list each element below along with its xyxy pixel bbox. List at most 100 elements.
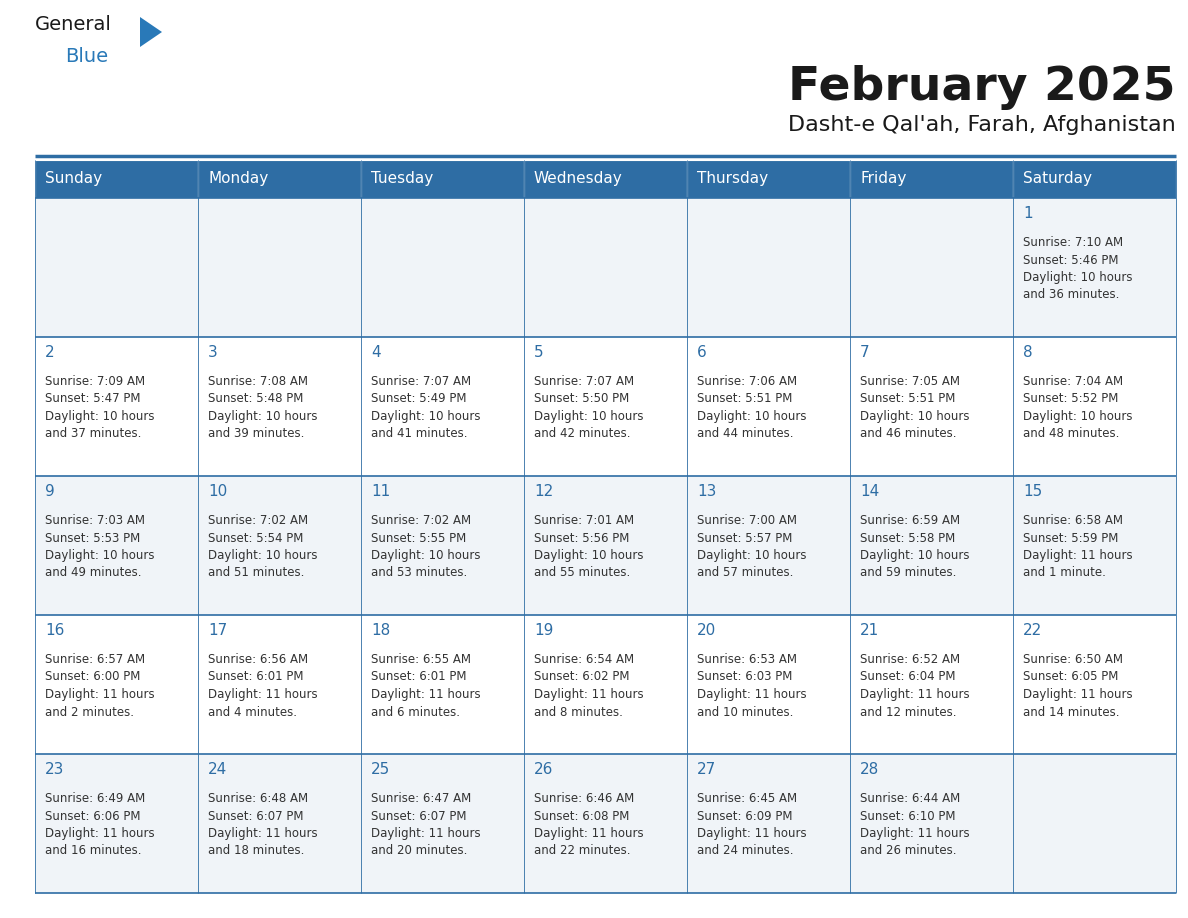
Text: 25: 25 (371, 762, 390, 777)
Bar (849, 476, 1013, 615)
Text: Sunrise: 6:54 AM: Sunrise: 6:54 AM (533, 653, 634, 666)
Text: and 48 minutes.: and 48 minutes. (1023, 428, 1119, 441)
Text: Sunset: 5:51 PM: Sunset: 5:51 PM (697, 393, 792, 406)
Text: and 6 minutes.: and 6 minutes. (371, 706, 460, 719)
Text: 15: 15 (1023, 484, 1042, 499)
Bar (1013, 337, 1176, 476)
Text: 9: 9 (45, 484, 55, 499)
Text: Daylight: 11 hours: Daylight: 11 hours (697, 827, 807, 840)
Bar (198, 337, 361, 476)
Text: Daylight: 11 hours: Daylight: 11 hours (45, 827, 154, 840)
Text: Sunrise: 6:57 AM: Sunrise: 6:57 AM (45, 653, 145, 666)
Text: Monday: Monday (208, 172, 268, 186)
Text: and 53 minutes.: and 53 minutes. (371, 566, 467, 579)
Text: 5: 5 (533, 345, 544, 360)
Text: 14: 14 (860, 484, 879, 499)
Bar (524, 615, 687, 754)
Text: Daylight: 10 hours: Daylight: 10 hours (1023, 410, 1132, 423)
Bar (361, 754, 524, 893)
Text: 24: 24 (208, 762, 227, 777)
Text: Sunset: 5:56 PM: Sunset: 5:56 PM (533, 532, 630, 544)
Text: Daylight: 11 hours: Daylight: 11 hours (1023, 688, 1132, 701)
Text: Daylight: 10 hours: Daylight: 10 hours (45, 410, 154, 423)
Text: Daylight: 10 hours: Daylight: 10 hours (1023, 271, 1132, 284)
Text: Sunrise: 6:49 AM: Sunrise: 6:49 AM (45, 792, 145, 805)
Bar (34, 476, 198, 615)
Text: 1: 1 (1023, 206, 1032, 221)
Bar (361, 160, 524, 198)
Text: and 14 minutes.: and 14 minutes. (1023, 706, 1119, 719)
Bar (34, 337, 198, 476)
Text: Saturday: Saturday (1023, 172, 1092, 186)
Text: Sunset: 6:03 PM: Sunset: 6:03 PM (697, 670, 792, 684)
Text: Sunrise: 6:45 AM: Sunrise: 6:45 AM (697, 792, 797, 805)
Bar (524, 754, 687, 893)
Text: and 10 minutes.: and 10 minutes. (697, 706, 794, 719)
Bar (687, 160, 849, 198)
Text: and 26 minutes.: and 26 minutes. (860, 845, 956, 857)
Text: Daylight: 10 hours: Daylight: 10 hours (533, 549, 644, 562)
Bar (34, 160, 198, 198)
Text: Sunset: 5:55 PM: Sunset: 5:55 PM (371, 532, 466, 544)
Text: Sunrise: 6:52 AM: Sunrise: 6:52 AM (860, 653, 960, 666)
Bar (34, 615, 198, 754)
Bar (1013, 198, 1176, 337)
Text: Sunset: 6:10 PM: Sunset: 6:10 PM (860, 810, 955, 823)
Bar (361, 476, 524, 615)
Text: Daylight: 10 hours: Daylight: 10 hours (860, 410, 969, 423)
Text: Daylight: 11 hours: Daylight: 11 hours (533, 827, 644, 840)
Text: Sunset: 5:49 PM: Sunset: 5:49 PM (371, 393, 467, 406)
Text: and 49 minutes.: and 49 minutes. (45, 566, 141, 579)
Text: Sunrise: 6:58 AM: Sunrise: 6:58 AM (1023, 514, 1123, 527)
Text: Sunrise: 7:10 AM: Sunrise: 7:10 AM (1023, 236, 1123, 249)
Text: Sunset: 5:57 PM: Sunset: 5:57 PM (697, 532, 792, 544)
Text: Sunset: 6:07 PM: Sunset: 6:07 PM (371, 810, 467, 823)
Text: Daylight: 10 hours: Daylight: 10 hours (697, 410, 807, 423)
Text: Sunset: 6:05 PM: Sunset: 6:05 PM (1023, 670, 1118, 684)
Text: Tuesday: Tuesday (371, 172, 434, 186)
Text: Sunrise: 7:07 AM: Sunrise: 7:07 AM (371, 375, 472, 388)
Bar (524, 160, 687, 198)
Text: Sunrise: 7:09 AM: Sunrise: 7:09 AM (45, 375, 145, 388)
Text: Daylight: 10 hours: Daylight: 10 hours (697, 549, 807, 562)
Text: Sunrise: 7:04 AM: Sunrise: 7:04 AM (1023, 375, 1123, 388)
Text: Sunset: 6:06 PM: Sunset: 6:06 PM (45, 810, 140, 823)
Text: 27: 27 (697, 762, 716, 777)
Text: 6: 6 (697, 345, 707, 360)
Text: Sunset: 5:47 PM: Sunset: 5:47 PM (45, 393, 140, 406)
Bar (687, 754, 849, 893)
Text: Sunset: 5:51 PM: Sunset: 5:51 PM (860, 393, 955, 406)
Text: Daylight: 11 hours: Daylight: 11 hours (533, 688, 644, 701)
Bar (687, 476, 849, 615)
Text: 26: 26 (533, 762, 554, 777)
Text: Sunrise: 7:00 AM: Sunrise: 7:00 AM (697, 514, 797, 527)
Text: Sunrise: 7:06 AM: Sunrise: 7:06 AM (697, 375, 797, 388)
Text: General: General (34, 15, 112, 34)
Text: and 2 minutes.: and 2 minutes. (45, 706, 134, 719)
Text: 12: 12 (533, 484, 554, 499)
Text: Sunset: 6:00 PM: Sunset: 6:00 PM (45, 670, 140, 684)
Text: and 24 minutes.: and 24 minutes. (697, 845, 794, 857)
Bar (1013, 160, 1176, 198)
Text: Daylight: 11 hours: Daylight: 11 hours (208, 688, 317, 701)
Bar (849, 615, 1013, 754)
Text: and 1 minute.: and 1 minute. (1023, 566, 1106, 579)
Text: 13: 13 (697, 484, 716, 499)
Bar (1013, 615, 1176, 754)
Text: 10: 10 (208, 484, 227, 499)
Bar (361, 615, 524, 754)
Bar (34, 198, 198, 337)
Bar (198, 615, 361, 754)
Text: Sunset: 5:52 PM: Sunset: 5:52 PM (1023, 393, 1118, 406)
Text: Sunrise: 6:55 AM: Sunrise: 6:55 AM (371, 653, 470, 666)
Text: Sunrise: 6:56 AM: Sunrise: 6:56 AM (208, 653, 308, 666)
Polygon shape (140, 17, 162, 47)
Bar (849, 337, 1013, 476)
Bar (849, 754, 1013, 893)
Text: Sunrise: 7:07 AM: Sunrise: 7:07 AM (533, 375, 634, 388)
Text: and 22 minutes.: and 22 minutes. (533, 845, 631, 857)
Text: Sunset: 6:07 PM: Sunset: 6:07 PM (208, 810, 303, 823)
Text: Sunrise: 6:53 AM: Sunrise: 6:53 AM (697, 653, 797, 666)
Text: Sunset: 5:50 PM: Sunset: 5:50 PM (533, 393, 630, 406)
Text: Sunrise: 7:03 AM: Sunrise: 7:03 AM (45, 514, 145, 527)
